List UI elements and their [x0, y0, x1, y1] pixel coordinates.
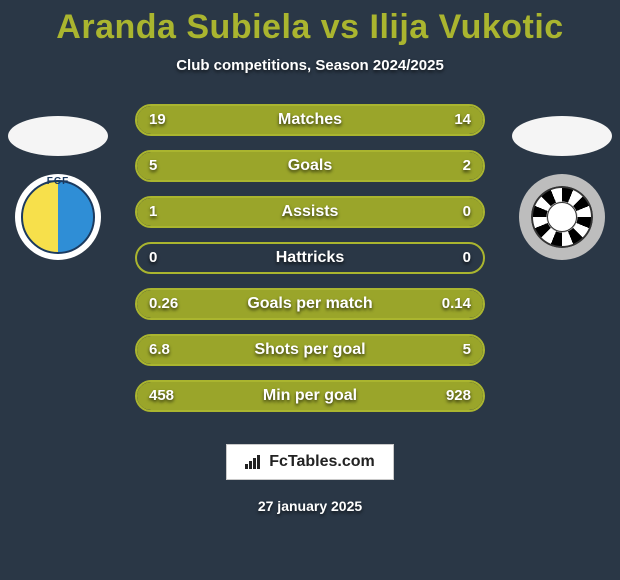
stat-row: 10Assists [135, 196, 485, 228]
brand-text: FcTables.com [269, 453, 375, 471]
stat-row: 6.85Shots per goal [135, 334, 485, 366]
date-label: 27 january 2025 [0, 498, 620, 514]
player-left-badge [8, 116, 108, 156]
brand-badge: FcTables.com [226, 444, 394, 480]
stat-row: 52Goals [135, 150, 485, 182]
stat-row: 1914Matches [135, 104, 485, 136]
stat-label: Min per goal [137, 382, 483, 410]
player-right-badge [512, 116, 612, 156]
comparison-area: 1914Matches 52Goals 10Assists 00Hattricks 0.… [0, 104, 620, 434]
footer: FcTables.com 27 january 2025 [0, 444, 620, 514]
stat-label: Matches [137, 106, 483, 134]
stat-label: Goals per match [137, 290, 483, 318]
club-logo-left [15, 174, 101, 260]
stat-label: Assists [137, 198, 483, 226]
brand-icon [245, 455, 263, 469]
stat-label: Hattricks [137, 244, 483, 272]
stat-row: 458928Min per goal [135, 380, 485, 412]
stat-label: Shots per goal [137, 336, 483, 364]
stat-row: 00Hattricks [135, 242, 485, 274]
subtitle: Club competitions, Season 2024/2025 [0, 57, 620, 74]
stat-row: 0.260.14Goals per match [135, 288, 485, 320]
stat-bars: 1914Matches 52Goals 10Assists 00Hattricks 0.… [135, 104, 485, 412]
page-title: Aranda Subiela vs Ilija Vukotic [0, 0, 620, 47]
stat-label: Goals [137, 152, 483, 180]
club-logo-right [519, 174, 605, 260]
